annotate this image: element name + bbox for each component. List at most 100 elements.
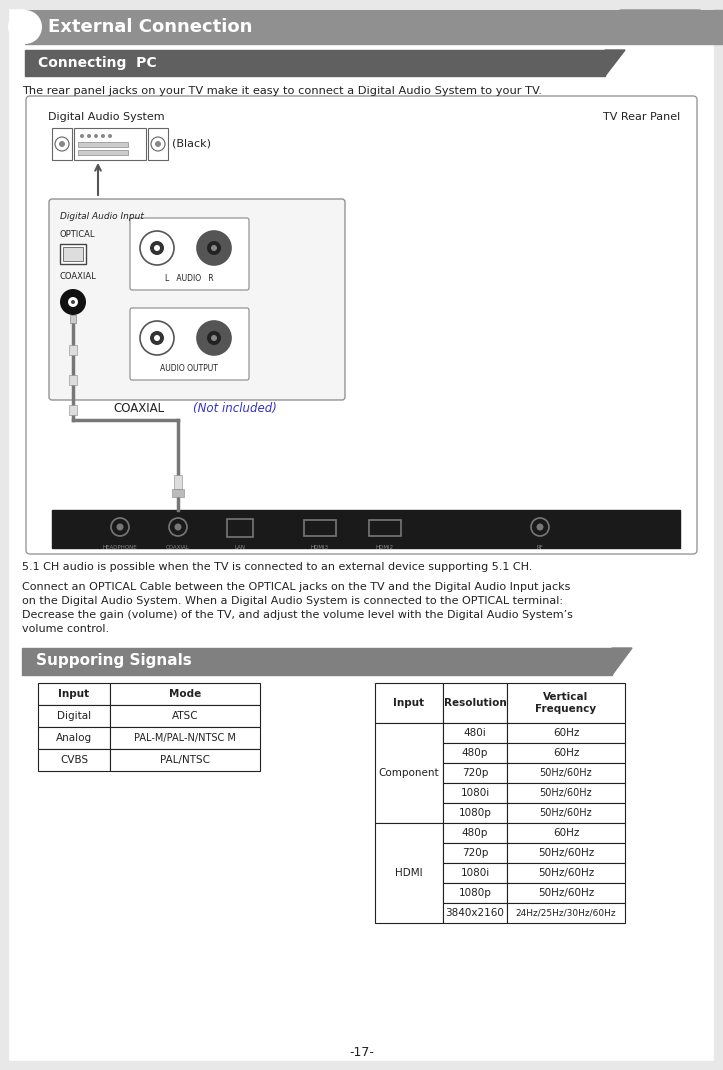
Bar (507, 783, 625, 802)
Bar (375, 823, 443, 923)
Circle shape (87, 134, 91, 138)
Text: COAXIAL: COAXIAL (60, 272, 97, 281)
Circle shape (207, 241, 221, 255)
Bar (25, 50, 605, 76)
Bar (507, 863, 625, 883)
Text: Vertical
Frequency: Vertical Frequency (536, 692, 596, 714)
Text: Mode: Mode (169, 689, 201, 699)
Text: 50Hz/60Hz: 50Hz/60Hz (538, 868, 594, 878)
Text: Digital Audio Input: Digital Audio Input (60, 212, 144, 221)
Bar (38, 705, 110, 727)
Polygon shape (612, 648, 632, 675)
Bar (70, 315, 76, 323)
Bar (443, 683, 507, 723)
Text: Decrease the gain (volume) of the TV, and adjust the volume level with the Digit: Decrease the gain (volume) of the TV, an… (22, 610, 573, 620)
Circle shape (151, 137, 165, 151)
Text: HEADPHONE: HEADPHONE (103, 545, 137, 550)
Bar (110, 705, 260, 727)
Text: CVBS: CVBS (60, 755, 88, 765)
Circle shape (55, 137, 69, 151)
Text: Digital: Digital (57, 710, 91, 721)
Circle shape (8, 10, 42, 44)
Bar (25, 10, 723, 44)
Text: 480i: 480i (463, 728, 487, 738)
Text: 3840x2160: 3840x2160 (445, 908, 505, 918)
Text: 50Hz/60Hz: 50Hz/60Hz (538, 849, 594, 858)
Text: Supporing Signals: Supporing Signals (36, 654, 192, 669)
Bar (443, 843, 507, 863)
Polygon shape (620, 10, 723, 44)
Text: 1080p: 1080p (458, 808, 492, 817)
Text: COAXIAL: COAXIAL (113, 402, 164, 415)
Bar (443, 863, 507, 883)
Bar (443, 743, 507, 763)
Text: HDMI2: HDMI2 (376, 545, 394, 550)
Circle shape (116, 523, 124, 531)
Bar (443, 763, 507, 783)
Circle shape (531, 518, 549, 536)
Bar (52, 128, 72, 160)
Bar (38, 683, 110, 705)
Text: Analog: Analog (56, 733, 92, 743)
Polygon shape (605, 50, 625, 76)
Bar (69, 345, 77, 355)
Text: 50Hz/60Hz: 50Hz/60Hz (539, 788, 592, 798)
Bar (227, 519, 253, 537)
Text: 60Hz: 60Hz (553, 748, 579, 758)
Bar (375, 723, 443, 823)
Circle shape (80, 134, 84, 138)
Bar (74, 128, 146, 160)
Text: OPTICAL: OPTICAL (60, 230, 95, 239)
Text: (Not included): (Not included) (193, 402, 277, 415)
Text: ATSC: ATSC (171, 710, 198, 721)
Circle shape (68, 297, 78, 307)
Bar (60, 244, 86, 264)
Text: External Connection: External Connection (48, 18, 252, 36)
Bar (304, 520, 336, 536)
Text: HDMI: HDMI (395, 868, 423, 878)
Bar (110, 749, 260, 771)
Bar (443, 883, 507, 903)
Circle shape (108, 134, 112, 138)
Text: 1080p: 1080p (458, 888, 492, 898)
Bar (22, 648, 612, 675)
Bar (375, 683, 443, 723)
Bar (38, 749, 110, 771)
Text: COAXIAL: COAXIAL (166, 545, 190, 550)
Bar (69, 406, 77, 415)
Circle shape (154, 335, 160, 341)
Circle shape (155, 141, 161, 147)
Circle shape (150, 331, 164, 345)
Text: The rear panel jacks on your TV make it easy to connect a Digital Audio System t: The rear panel jacks on your TV make it … (22, 86, 542, 96)
Circle shape (536, 523, 544, 531)
Bar (38, 727, 110, 749)
Circle shape (211, 335, 217, 341)
Text: 1080i: 1080i (461, 868, 489, 878)
Text: TV Rear Panel: TV Rear Panel (603, 112, 680, 122)
Text: 1080i: 1080i (461, 788, 489, 798)
Bar (63, 247, 83, 261)
Circle shape (71, 300, 75, 304)
Bar (148, 128, 168, 160)
Bar (507, 723, 625, 743)
Text: 480p: 480p (462, 828, 488, 838)
Text: 50Hz/60Hz: 50Hz/60Hz (538, 888, 594, 898)
Bar (507, 763, 625, 783)
Text: volume control.: volume control. (22, 624, 109, 635)
Bar (507, 903, 625, 923)
Circle shape (154, 245, 160, 251)
Text: 50Hz/60Hz: 50Hz/60Hz (539, 768, 592, 778)
Text: 480p: 480p (462, 748, 488, 758)
Text: Component: Component (379, 768, 440, 778)
Text: LAN: LAN (234, 545, 246, 550)
Bar (110, 727, 260, 749)
Circle shape (197, 231, 231, 265)
Text: 720p: 720p (462, 768, 488, 778)
Bar (443, 783, 507, 802)
Text: 60Hz: 60Hz (553, 828, 579, 838)
Text: 50Hz/60Hz: 50Hz/60Hz (539, 808, 592, 817)
Bar (52, 510, 680, 548)
Circle shape (140, 321, 174, 355)
Circle shape (150, 241, 164, 255)
Circle shape (140, 231, 174, 265)
